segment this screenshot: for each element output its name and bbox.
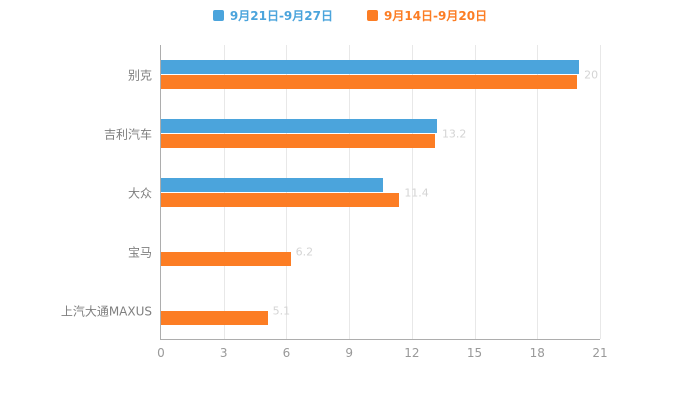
legend-item-0[interactable]: 9月21日-9月27日 (212, 7, 333, 24)
legend-swatch (212, 10, 224, 21)
bar-series-1[interactable] (161, 311, 268, 325)
x-axis-tick-label: 3 (219, 346, 228, 360)
category-label: 别克 (127, 68, 152, 82)
bar-series-0[interactable] (161, 178, 383, 192)
bar-group: 上汽大通MAXUS 5.1 (61, 281, 600, 340)
legend-label: 9月21日-9月27日 (229, 9, 333, 23)
bar-group: 吉利汽车 13.2 (104, 104, 600, 163)
category-label: 吉利汽车 (103, 127, 152, 141)
x-axis-tick-label: 9 (345, 346, 353, 360)
category-label: 大众 (127, 186, 152, 200)
bar-series-1[interactable] (161, 193, 400, 207)
value-label: 5.1 (272, 304, 291, 317)
value-label: 6.2 (295, 245, 314, 258)
grid-line (600, 45, 601, 339)
x-axis-tick-label: 0 (157, 346, 165, 360)
bar-group: 别克 20 (128, 45, 600, 104)
plot-area: 0 3 6 9 12 15 18 21 别克 20 吉利汽车 13.2 大众 11.4 宝马 6.2 上汽大通M… (61, 45, 608, 360)
bar-group: 大众 11.4 (128, 163, 600, 222)
legend-label: 9月14日-9月20日 (384, 9, 488, 23)
bar-series-0[interactable] (161, 60, 580, 74)
bar-series-1[interactable] (161, 134, 435, 148)
grid-line (537, 45, 539, 339)
bar-series-0[interactable] (161, 119, 437, 133)
x-axis-tick-label: 6 (282, 346, 291, 360)
grid-line (223, 45, 225, 339)
value-label: 20 (584, 68, 599, 81)
value-label: 13.2 (441, 127, 467, 140)
x-axis-tick-label: 12 (404, 346, 420, 360)
category-label: 宝马 (127, 245, 152, 259)
grid-line (349, 45, 351, 339)
category-label: 上汽大通MAXUS (60, 304, 152, 318)
grid-line (286, 45, 288, 339)
legend: 9月21日-9月27日 9月14日-9月20日 (0, 7, 700, 24)
bar-series-1[interactable] (161, 75, 577, 89)
bar-group: 宝马 6.2 (128, 222, 600, 281)
grid-line (411, 45, 413, 339)
bar-series-1[interactable] (161, 252, 291, 266)
legend-item-1[interactable]: 9月14日-9月20日 (367, 7, 487, 24)
x-axis-tick-label: 15 (466, 346, 483, 360)
value-label: 11.4 (404, 186, 429, 199)
legend-swatch (367, 10, 378, 21)
x-axis-tick-label: 21 (592, 346, 608, 360)
grid-line (474, 45, 476, 339)
x-axis-tick-label: 18 (529, 346, 545, 360)
